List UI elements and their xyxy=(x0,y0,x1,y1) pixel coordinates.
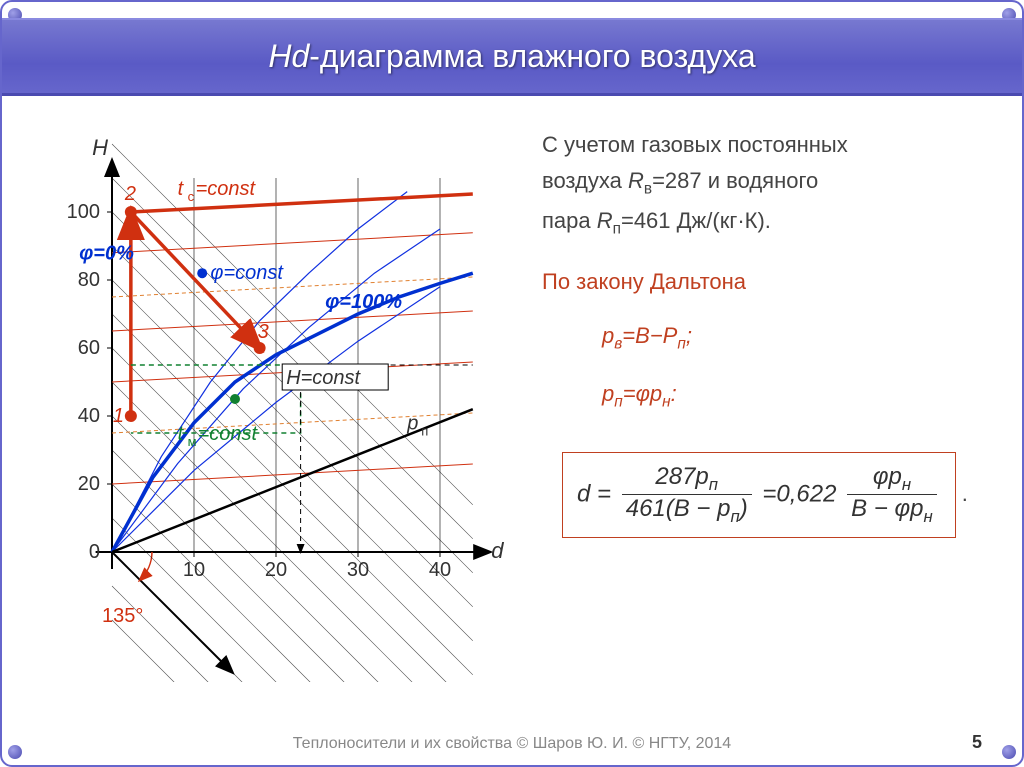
svg-text:φ=100%: φ=100% xyxy=(325,291,402,313)
chart-area: 02040608010010203040123H=constHd135°φ=0%… xyxy=(22,122,512,682)
text-area: С учетом газовых постоянных воздуха Rв=2… xyxy=(512,122,1002,715)
svg-text:φ=const: φ=const xyxy=(210,262,284,284)
title-italic: Hd xyxy=(268,38,309,74)
svg-text:с: с xyxy=(188,189,195,204)
svg-text:п: п xyxy=(421,424,428,439)
svg-text:H: H xyxy=(92,135,108,160)
svg-text:φ=0%: φ=0% xyxy=(79,243,134,265)
svg-text:40: 40 xyxy=(78,405,100,427)
svg-text:10: 10 xyxy=(183,559,205,581)
slide-title: Hd-диаграмма влажного воздуха xyxy=(268,38,755,75)
svg-text:p: p xyxy=(406,413,418,435)
footer-text: Теплоносители и их свойства © Шаров Ю. И… xyxy=(2,735,1022,753)
svg-text:1: 1 xyxy=(113,405,124,427)
svg-text:2: 2 xyxy=(124,183,136,205)
svg-text:100: 100 xyxy=(67,201,100,223)
svg-text:80: 80 xyxy=(78,269,100,291)
hd-diagram: 02040608010010203040123H=constHd135°φ=0%… xyxy=(22,122,512,682)
title-band: Hd-диаграмма влажного воздуха xyxy=(2,18,1022,96)
fraction-1: 287pп 461(B − pп) xyxy=(622,463,752,528)
equation-pv: pв=B−Pп; xyxy=(602,323,992,353)
svg-text:20: 20 xyxy=(78,473,100,495)
formula-period: . xyxy=(962,481,968,506)
formula-box: d = 287pп 461(B − pп) =0,622 φpн B − φpн xyxy=(562,452,956,539)
svg-text:t: t xyxy=(178,178,185,200)
text-line3: пара Rп=461 Дж/(кг·К). xyxy=(542,208,992,238)
svg-text:=const: =const xyxy=(196,178,257,200)
fraction-2: φpн B − φpн xyxy=(847,463,937,528)
svg-text:H=const: H=const xyxy=(286,367,361,389)
slide-frame: Hd-диаграмма влажного воздуха 0204060801… xyxy=(0,0,1024,767)
content: 02040608010010203040123H=constHd135°φ=0%… xyxy=(22,122,1002,715)
svg-text:м: м xyxy=(188,434,197,449)
page-number: 5 xyxy=(972,732,982,753)
equation-pp: pп=φpн: xyxy=(602,381,992,411)
svg-text:20: 20 xyxy=(265,559,287,581)
title-rest: -диаграмма влажного воздуха xyxy=(309,38,755,74)
svg-text:=const: =const xyxy=(198,423,259,445)
svg-text:3: 3 xyxy=(258,321,269,343)
text-line2: воздуха Rв=287 и водяного xyxy=(542,168,992,198)
svg-text:40: 40 xyxy=(429,559,451,581)
text-line1: С учетом газовых постоянных xyxy=(542,132,992,158)
dalton-heading: По закону Дальтона xyxy=(542,269,992,295)
svg-text:135°: 135° xyxy=(102,605,143,627)
svg-text:d: d xyxy=(491,538,504,563)
svg-text:30: 30 xyxy=(347,559,369,581)
svg-text:60: 60 xyxy=(78,337,100,359)
